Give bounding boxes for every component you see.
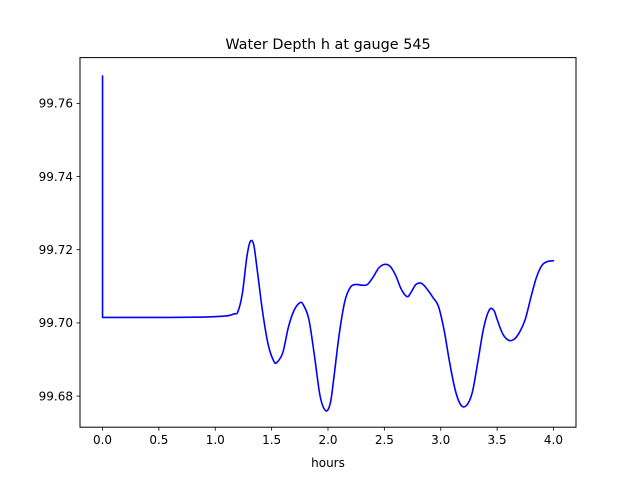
x-tick-label: 2.5	[375, 433, 394, 447]
x-tick-label: 0.5	[149, 433, 168, 447]
x-tick-label: 3.5	[488, 433, 507, 447]
series-line	[101, 75, 555, 412]
y-tick-label: 99.72	[39, 243, 73, 257]
y-tick-label: 99.74	[39, 170, 73, 184]
y-axis: 99.68 99.70 99.72 99.74 99.76	[39, 97, 80, 403]
chart-title: Water Depth h at gauge 545	[225, 37, 430, 53]
axes-frame	[79, 57, 577, 428]
x-tick-label: 1.0	[206, 433, 225, 447]
plot-area	[101, 75, 555, 412]
y-tick-label: 99.68	[39, 389, 73, 403]
x-tick-label: 1.5	[262, 433, 281, 447]
x-axis-label: hours	[311, 456, 345, 470]
x-tick-label: 0.0	[93, 433, 112, 447]
x-tick-label: 3.0	[431, 433, 450, 447]
y-tick-label: 99.76	[39, 97, 73, 111]
x-axis: 0.0 0.5 1.0 1.5 2.0 2.5 3.0 3.5 4.0	[93, 427, 563, 447]
x-tick-label: 2.0	[318, 433, 337, 447]
y-tick-label: 99.70	[39, 316, 73, 330]
x-tick-label: 4.0	[544, 433, 563, 447]
